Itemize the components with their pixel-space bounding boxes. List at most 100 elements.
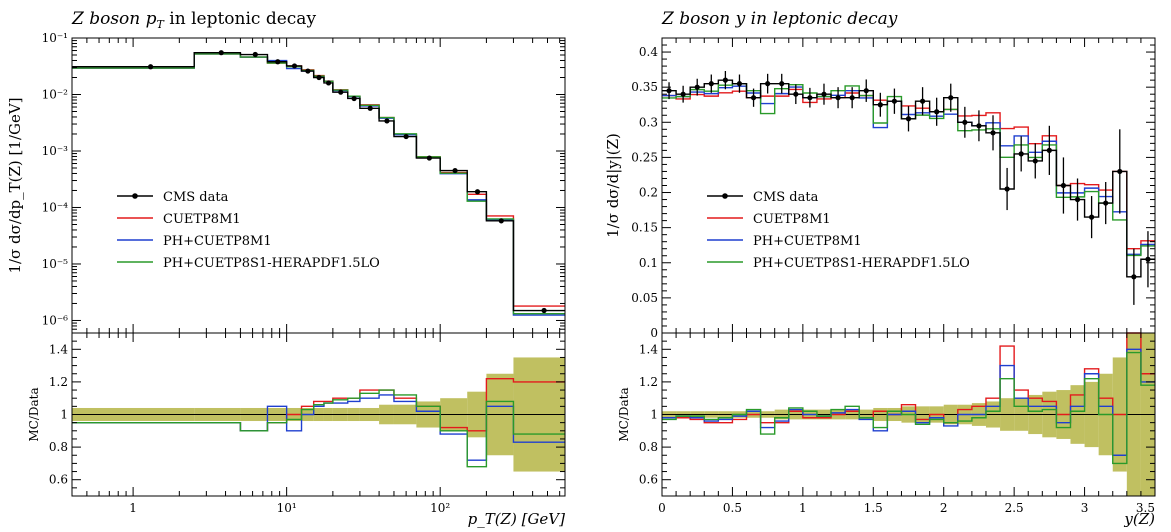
y-tick-label: 10⁻¹ xyxy=(42,31,68,45)
data-point xyxy=(147,64,154,70)
ratio-y-axis-label: MC/Data xyxy=(617,387,631,441)
title-pt: p xyxy=(146,9,157,29)
data-point xyxy=(1131,274,1137,280)
data-point xyxy=(403,133,409,140)
legend-label: PH+CUETP8M1 xyxy=(753,234,862,249)
legend-marker xyxy=(132,193,138,199)
data-point xyxy=(316,74,322,81)
legend-label: CUETP8M1 xyxy=(753,212,831,227)
ratio-y-tick-label: 0.6 xyxy=(639,473,658,487)
ratio-y-tick-label: 1 xyxy=(60,408,68,422)
legend-label: PH+CUETP8M1 xyxy=(163,234,272,249)
data-point xyxy=(1074,196,1081,203)
data-point xyxy=(905,116,912,122)
legend-label: PH+CUETP8S1-HERAPDF1.5LO xyxy=(753,256,970,271)
x-tick-label: 1 xyxy=(129,501,137,515)
data-point xyxy=(976,123,982,129)
legend-label: CUETP8M1 xyxy=(163,212,241,227)
data-point xyxy=(305,68,311,74)
data-point xyxy=(1004,186,1010,192)
title-sub: T xyxy=(157,18,166,31)
ratio-y-tick-label: 0.8 xyxy=(639,440,658,454)
ratio-y-tick-label: 1 xyxy=(650,408,658,422)
data-point xyxy=(351,95,357,102)
data-point xyxy=(990,130,996,136)
data-point xyxy=(962,119,968,125)
data-point xyxy=(1103,200,1109,206)
data-point xyxy=(367,105,373,111)
y-tick-label: 0.1 xyxy=(639,256,658,270)
y-axis-label: 1/σ dσ/d|y|(Z) xyxy=(604,133,622,238)
legend-label: CMS data xyxy=(163,190,229,205)
data-point xyxy=(765,81,771,87)
data-point xyxy=(218,50,224,56)
data-point xyxy=(708,81,714,87)
y-tick-label: 0.05 xyxy=(631,291,658,305)
data-point xyxy=(736,81,743,87)
y-tick-label: 10⁻⁵ xyxy=(42,257,69,271)
data-point xyxy=(275,59,281,65)
y-tick-label: 10⁻⁶ xyxy=(42,313,69,327)
main-frame xyxy=(661,37,1156,334)
y-tick-label: 0.35 xyxy=(631,80,658,94)
y-tick-label: 0.25 xyxy=(631,150,658,164)
legend-marker xyxy=(722,193,728,199)
ratio-y-tick-label: 1.4 xyxy=(49,342,68,356)
data-point xyxy=(1060,182,1067,189)
data-point xyxy=(426,155,432,161)
ratio-line-3 xyxy=(662,351,1155,465)
y-tick-label: 0.3 xyxy=(639,115,658,129)
data-point xyxy=(325,80,332,86)
data-point xyxy=(793,91,799,97)
mc-line-3 xyxy=(72,53,565,315)
data-point xyxy=(541,307,547,314)
y-tick-label: 0 xyxy=(650,326,658,340)
data-point xyxy=(1046,147,1052,153)
data-point xyxy=(807,95,813,101)
data-point xyxy=(1089,214,1095,220)
data-point xyxy=(291,63,298,69)
x-tick-label: 1.5 xyxy=(864,501,883,515)
data-point xyxy=(750,95,757,101)
data-point xyxy=(877,102,883,108)
data-point xyxy=(694,84,700,90)
panel-1: Z boson y in leptonic decay 0 0.5 1 1.5 2 2.5 3… xyxy=(604,9,1156,528)
y-tick-label: 10⁻² xyxy=(42,87,69,101)
main-frame xyxy=(71,37,566,334)
data-step xyxy=(72,51,565,312)
data-point xyxy=(863,88,869,94)
data-point xyxy=(1117,168,1123,175)
x-tick-label: 3.5 xyxy=(1136,501,1155,515)
chart-title: Z boson pT in leptonic decay xyxy=(71,9,316,31)
ratio-line-3 xyxy=(72,389,565,468)
data-point xyxy=(849,95,855,101)
ratio-y-tick-label: 1.4 xyxy=(639,342,658,356)
x-tick-label: 3 xyxy=(1081,501,1089,515)
mc-line-2 xyxy=(72,53,565,316)
y-tick-label: 10⁻³ xyxy=(42,144,69,158)
title-rest: in leptonic decay xyxy=(164,9,317,29)
legend-label: PH+CUETP8S1-HERAPDF1.5LO xyxy=(163,256,380,271)
x-tick-label: 1 xyxy=(799,501,807,515)
ratio-y-axis-label: MC/Data xyxy=(27,387,41,441)
data-point xyxy=(891,98,898,104)
data-point xyxy=(252,51,258,58)
x-tick-label: 10² xyxy=(430,501,450,515)
data-point xyxy=(1145,256,1151,262)
data-point xyxy=(1032,158,1038,164)
data-point xyxy=(680,91,686,97)
data-point xyxy=(338,89,344,95)
x-tick-label: 0 xyxy=(658,501,666,515)
panel-0: Z boson pT in leptonic decay 1 10¹ 10² 10⁻⁶ 1… xyxy=(6,9,566,528)
data-point xyxy=(1018,151,1024,157)
y-tick-label: 10⁻⁴ xyxy=(42,200,69,214)
data-step xyxy=(662,79,1155,278)
x-axis-label: y(Z) xyxy=(1123,510,1155,528)
data-point xyxy=(821,91,827,97)
x-tick-label: 2 xyxy=(940,501,948,515)
data-point xyxy=(919,98,926,104)
y-axis-label: 1/σ dσ/dp_T(Z) [1/GeV] xyxy=(6,97,24,273)
data-point xyxy=(934,109,940,115)
ratio-y-tick-label: 1.2 xyxy=(639,375,658,389)
y-tick-label: 0.2 xyxy=(639,186,658,200)
